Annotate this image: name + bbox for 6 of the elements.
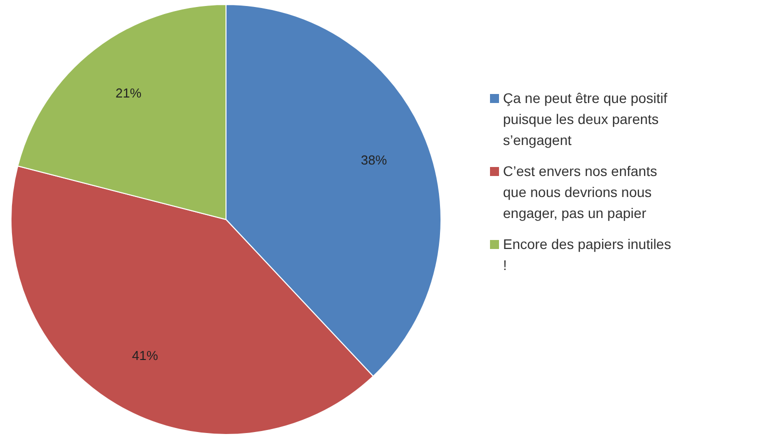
data-label: 38%	[360, 152, 388, 168]
data-label: 41%	[132, 348, 158, 364]
legend-label: Ça ne peut être que positif puisque les deux parents s’engagent	[503, 89, 668, 150]
legend-label: Encore des papiers inutiles !	[503, 235, 672, 275]
data-label: 21%	[115, 85, 142, 100]
legend-label: C’est envers nos enfants que nous devrions nous engager, pas un papier	[503, 162, 658, 223]
